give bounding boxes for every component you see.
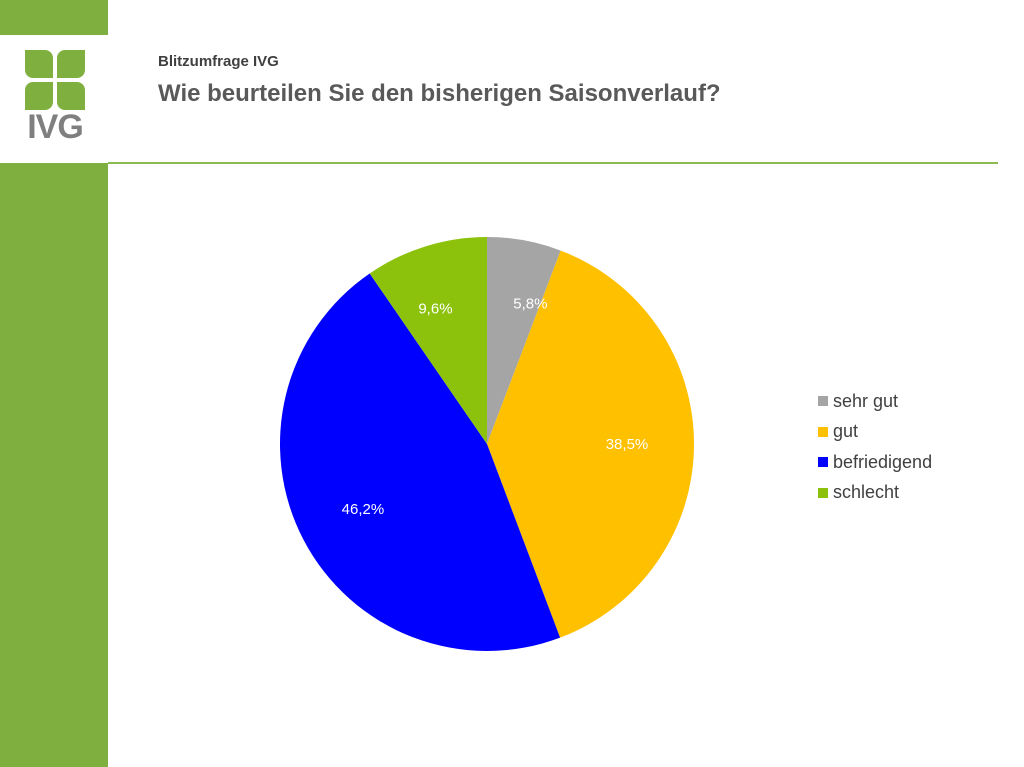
header-divider: [108, 162, 998, 164]
legend-item-gut: gut: [818, 417, 932, 448]
pie-slice-schlecht: [369, 237, 487, 444]
data-label-gut: 38,5%: [606, 436, 649, 453]
clover-icon: [25, 50, 85, 110]
pie-slice-gut: [487, 250, 695, 638]
legend-label: gut: [833, 421, 859, 442]
legend-swatch: [818, 457, 828, 468]
legend-item-befriedigend: befriedigend: [818, 447, 932, 478]
legend-label: schlecht: [833, 482, 900, 503]
data-label-befriedigend: 46,2%: [342, 501, 385, 518]
legend-item-sehr-gut: sehr gut: [818, 386, 932, 417]
legend-swatch: [818, 396, 828, 407]
legend-label: befriedigend: [833, 451, 933, 472]
data-label-schlecht: 9,6%: [418, 300, 452, 317]
legend-swatch: [818, 426, 828, 437]
chart-legend: sehr gut gut befriedigend schlecht: [818, 386, 932, 508]
data-label-sehr-gut: 5,8%: [513, 295, 547, 312]
pie-slice-sehr-gut: [487, 237, 561, 444]
sidebar-bottom-band: [0, 163, 108, 767]
page-title: Wie beurteilen Sie den bisherigen Saison…: [158, 80, 721, 107]
page-subtitle: Blitzumfrage IVG: [158, 53, 279, 70]
legend-item-schlecht: schlecht: [818, 478, 932, 509]
pie-slice-befriedigend: [279, 273, 561, 652]
legend-label: sehr gut: [833, 390, 899, 411]
logo-text: IVG: [27, 108, 84, 146]
legend-swatch: [818, 487, 828, 498]
sidebar-top-band: [0, 0, 108, 35]
